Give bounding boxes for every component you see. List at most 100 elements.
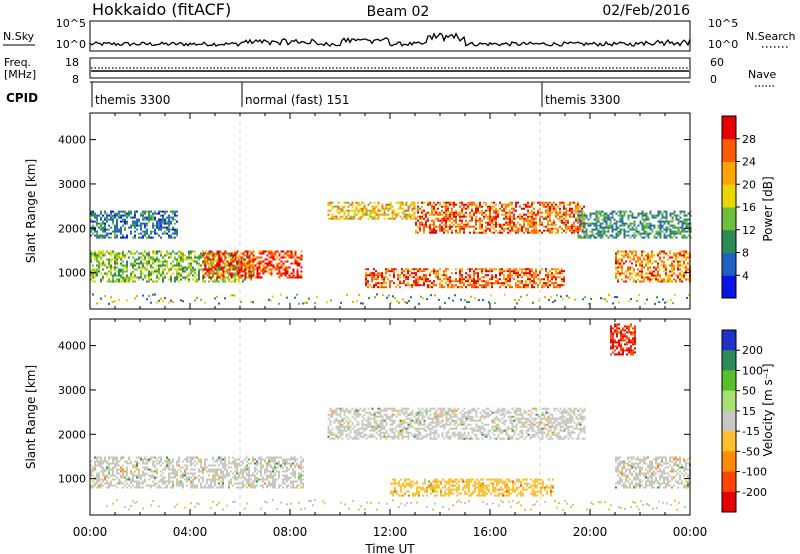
echo-cell — [282, 272, 285, 275]
echo-cell — [122, 280, 124, 283]
echo-cell — [505, 215, 507, 218]
echo-cell — [194, 256, 196, 259]
echo-cell — [128, 214, 130, 217]
echo-cell — [617, 258, 619, 261]
echo-cell — [224, 460, 226, 463]
echo-cell — [278, 302, 280, 305]
echo-cell — [122, 214, 124, 217]
echo-cell — [232, 264, 235, 267]
echo-cell — [681, 250, 683, 253]
echo-cell — [168, 468, 170, 471]
echo-cell — [435, 217, 437, 220]
echo-cell — [168, 228, 170, 231]
echo-cell — [609, 224, 612, 227]
echo-cell — [639, 256, 641, 259]
echo-cell — [126, 472, 128, 475]
echo-cell — [144, 458, 146, 461]
echo-cell — [677, 276, 679, 279]
echo-cell — [186, 256, 188, 259]
echo-cell — [244, 274, 247, 277]
echo-cell — [132, 222, 134, 225]
echo-cell — [222, 262, 225, 265]
echo-cell — [531, 223, 533, 226]
echo-cell — [284, 274, 287, 277]
echo-cell — [435, 276, 437, 279]
echo-cell — [471, 268, 473, 271]
echo-cell — [276, 262, 279, 265]
echo-cell — [419, 278, 421, 281]
echo-cell — [340, 301, 342, 304]
echo-cell — [607, 218, 610, 221]
echo-cell — [152, 230, 154, 233]
echo-cell — [284, 470, 286, 473]
echo-cell — [286, 480, 288, 483]
echo-cell — [659, 256, 661, 259]
echo-cell — [132, 476, 134, 479]
echo-cell — [687, 228, 690, 231]
echo-cell — [531, 213, 533, 216]
echo-cell — [543, 284, 545, 287]
echo-cell — [427, 268, 429, 271]
echo-cell — [547, 282, 549, 285]
echo-cell — [236, 466, 238, 469]
echo-cell — [122, 220, 124, 223]
echo-cell — [226, 474, 228, 477]
echo-cell — [555, 211, 557, 214]
echo-cell — [529, 211, 531, 214]
echo-cell — [481, 268, 483, 271]
echo-cell — [457, 231, 459, 234]
echo-cell — [554, 299, 556, 302]
echo-cell — [411, 276, 413, 279]
echo-cell — [266, 266, 269, 269]
echo-cell — [641, 266, 643, 269]
echo-cell — [104, 476, 106, 479]
echo-cell — [118, 468, 120, 471]
echo-cell — [449, 201, 451, 204]
echo-cell — [669, 264, 671, 267]
echo-cell — [477, 211, 479, 214]
echo-cell — [659, 276, 661, 279]
echo-cell — [422, 297, 424, 300]
echo-cell — [577, 216, 580, 219]
echo-cell — [170, 234, 172, 237]
echo-cell — [128, 478, 130, 481]
echo-cell — [238, 462, 240, 465]
echo-cell — [351, 203, 354, 206]
echo-cell — [94, 252, 96, 255]
echo-cell — [381, 278, 383, 281]
echo-cell — [268, 474, 270, 477]
echo-cell — [551, 278, 553, 281]
echo-cell — [509, 231, 511, 234]
echo-cell — [367, 286, 369, 289]
echo-cell — [659, 280, 661, 283]
echo-cell — [577, 207, 579, 210]
echo-cell — [188, 278, 190, 281]
echo-cell — [443, 201, 445, 204]
echo-cell — [256, 478, 258, 481]
echo-cell — [212, 486, 214, 489]
echo-cell — [250, 252, 253, 255]
echo-cell — [553, 221, 555, 224]
echo-cell — [667, 228, 670, 231]
echo-cell — [571, 223, 573, 226]
echo-cell — [405, 217, 408, 220]
echo-cell — [274, 480, 276, 483]
echo-cell — [272, 476, 274, 479]
echo-cell — [517, 276, 519, 279]
echo-cell — [471, 201, 473, 204]
echo-cell — [98, 460, 100, 463]
echo-cell — [110, 474, 112, 477]
echo-cell — [657, 230, 660, 233]
echo-cell — [395, 215, 398, 218]
echo-cell — [557, 211, 559, 214]
echo-cell — [679, 230, 682, 233]
echo-cell — [497, 209, 499, 212]
echo-cell — [104, 254, 106, 257]
echo-cell — [140, 456, 142, 459]
echo-cell — [164, 480, 166, 483]
echo-cell — [94, 220, 96, 223]
echo-cell — [102, 228, 104, 231]
echo-cell — [505, 217, 507, 220]
echo-cell — [597, 232, 600, 235]
echo-cell — [118, 482, 120, 485]
